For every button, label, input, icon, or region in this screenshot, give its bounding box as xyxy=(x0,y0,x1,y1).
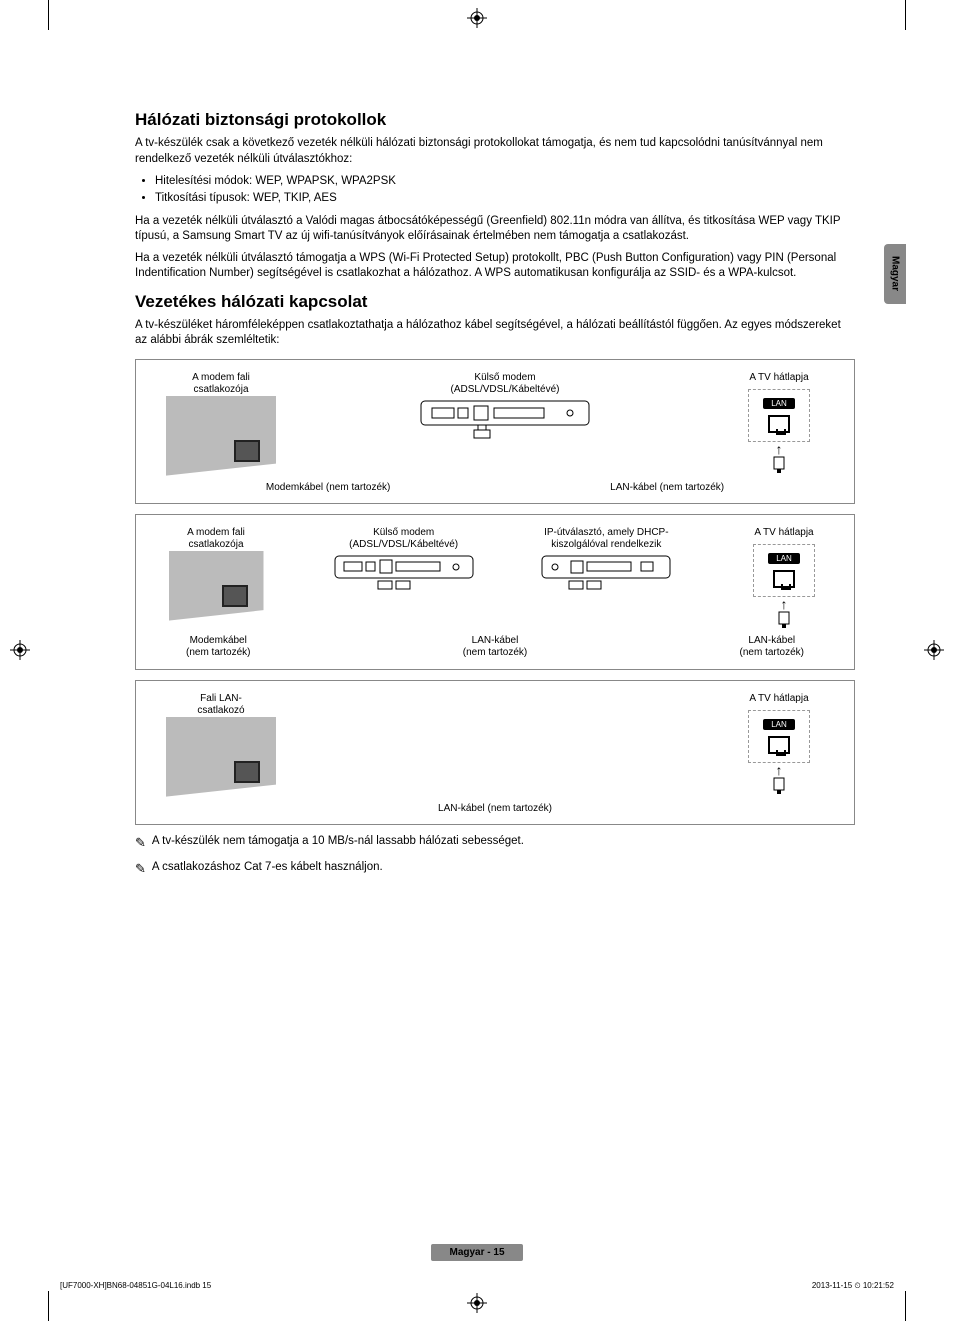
cable-label: LAN-kábel (nem tartozék) xyxy=(438,803,552,814)
crop-mark xyxy=(48,0,49,30)
language-tab-label: Magyar xyxy=(890,256,901,291)
lan-port-icon xyxy=(768,736,790,754)
cable-label: LAN-kábel(nem tartozék) xyxy=(740,635,804,659)
section2-title: Vezetékes hálózati kapcsolat xyxy=(135,292,855,312)
registration-mark-icon xyxy=(467,1293,487,1313)
section1-p3: Ha a vezeték nélküli útválasztó támogatj… xyxy=(135,251,855,282)
wall-label: Fali LAN-csatlakozó xyxy=(197,693,244,717)
cable-plug-icon xyxy=(772,456,786,474)
cable-label: Modemkábel (nem tartozék) xyxy=(266,482,391,493)
modem-icon xyxy=(420,400,590,440)
router-icon xyxy=(541,555,671,595)
bullet-item: Hitelesítési módok: WEP, WPAPSK, WPA2PSK xyxy=(155,173,855,190)
bullet-item: Titkosítási típusok: WEP, TKIP, AES xyxy=(155,190,855,207)
page-footer: Magyar - 15 xyxy=(0,1244,954,1261)
crop-mark xyxy=(905,1291,906,1321)
modem-icon xyxy=(334,555,474,595)
router-label: IP-útválasztó, amely DHCP-kiszolgálóval … xyxy=(544,527,668,551)
arrow-up-icon: ↑ xyxy=(776,763,783,777)
lan-chip: LAN xyxy=(768,553,800,564)
note-text: A tv-készülék nem támogatja a 10 MB/s-ná… xyxy=(152,835,524,851)
wall-plate-icon xyxy=(166,717,276,797)
cable-label: LAN-kábel(nem tartozék) xyxy=(463,635,527,659)
cable-label: Modemkábel(nem tartozék) xyxy=(186,635,250,659)
modem-label: Külső modem(ADSL/VDSL/Kábeltévé) xyxy=(451,372,560,396)
lan-chip: LAN xyxy=(763,398,795,409)
arrow-up-icon: ↑ xyxy=(776,442,783,456)
tv-port-panel: LAN xyxy=(748,389,810,442)
section1-p1: A tv-készülék csak a következő vezeték n… xyxy=(135,136,855,167)
page-number: Magyar - 15 xyxy=(431,1244,522,1261)
crop-mark xyxy=(905,0,906,30)
registration-mark-icon xyxy=(924,640,944,660)
cable-plug-icon xyxy=(777,611,791,629)
tv-back-label: A TV hátlapja xyxy=(754,527,813,538)
lan-chip: LAN xyxy=(763,719,795,730)
section2-p1: A tv-készüléket háromféleképpen csatlako… xyxy=(135,318,855,349)
wall-label: A modem falicsatlakozója xyxy=(187,527,245,551)
tv-port-panel: LAN xyxy=(748,710,810,763)
print-footer: [UF7000-XH]BN68-04851G-04L16.indb 15 201… xyxy=(60,1281,894,1291)
diagram-2: A modem falicsatlakozója Külső modem(ADS… xyxy=(135,514,855,670)
wall-plate-icon xyxy=(169,551,264,621)
crop-mark xyxy=(48,1291,49,1321)
lan-port-icon xyxy=(768,415,790,433)
registration-mark-icon xyxy=(10,640,30,660)
page-content: Hálózati biztonsági protokollok A tv-kés… xyxy=(135,110,855,877)
registration-mark-icon xyxy=(467,8,487,28)
tv-back-label: A TV hátlapja xyxy=(749,693,808,704)
diagram-3: Fali LAN-csatlakozó A TV hátlapja LAN ↑ … xyxy=(135,680,855,825)
section1-p2: Ha a vezeték nélküli útválasztó a Valódi… xyxy=(135,214,855,245)
arrow-up-icon: ↑ xyxy=(780,597,787,611)
tv-port-panel: LAN xyxy=(753,544,815,597)
note-2: ✎ A csatlakozáshoz Cat 7-es kábelt haszn… xyxy=(135,861,855,877)
wall-label: A modem falicsatlakozója xyxy=(192,372,250,396)
modem-label: Külső modem(ADSL/VDSL/Kábeltévé) xyxy=(349,527,458,551)
language-tab: Magyar xyxy=(884,244,906,304)
diagram-1: A modem falicsatlakozója Külső modem(ADS… xyxy=(135,359,855,504)
cable-plug-icon xyxy=(772,777,786,795)
note-text: A csatlakozáshoz Cat 7-es kábelt használ… xyxy=(152,861,383,877)
section1-bullets: Hitelesítési módok: WEP, WPAPSK, WPA2PSK… xyxy=(155,173,855,208)
note-icon: ✎ xyxy=(135,861,146,877)
note-1: ✎ A tv-készülék nem támogatja a 10 MB/s-… xyxy=(135,835,855,851)
cable-label: LAN-kábel (nem tartozék) xyxy=(610,482,724,493)
footer-file: [UF7000-XH]BN68-04851G-04L16.indb 15 xyxy=(60,1281,211,1291)
note-icon: ✎ xyxy=(135,835,146,851)
lan-port-icon xyxy=(773,570,795,588)
tv-back-label: A TV hátlapja xyxy=(749,372,808,383)
section1-title: Hálózati biztonsági protokollok xyxy=(135,110,855,130)
footer-timestamp: 2013-11-15 ⏲ 10:21:52 xyxy=(812,1281,894,1291)
wall-plate-icon xyxy=(166,396,276,476)
